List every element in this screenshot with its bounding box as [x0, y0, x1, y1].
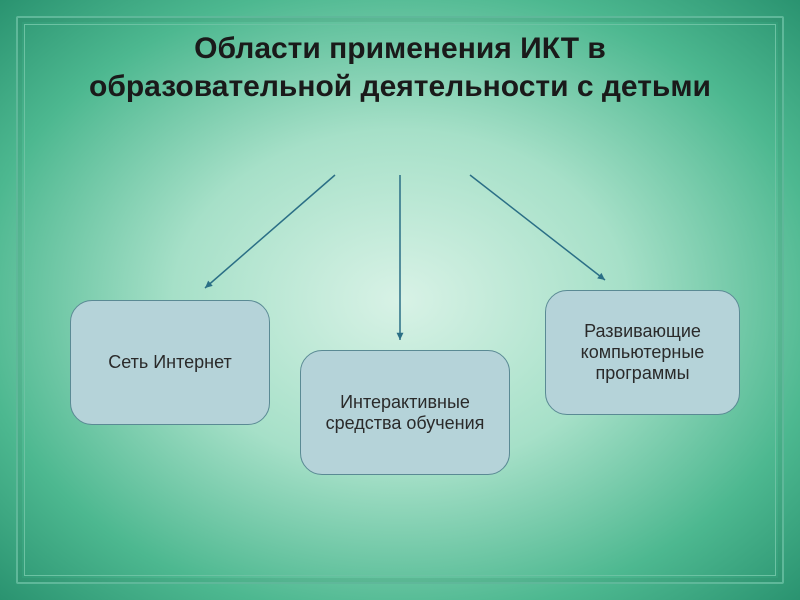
- node-label: Развивающие компьютерные программы: [554, 321, 731, 384]
- node-interactive-tools: Интерактивные средства обучения: [300, 350, 510, 475]
- slide-title: Области применения ИКТ в образовательной…: [60, 30, 740, 105]
- node-label: Интерактивные средства обучения: [309, 392, 501, 434]
- node-label: Сеть Интернет: [108, 352, 232, 373]
- node-programs: Развивающие компьютерные программы: [545, 290, 740, 415]
- node-internet: Сеть Интернет: [70, 300, 270, 425]
